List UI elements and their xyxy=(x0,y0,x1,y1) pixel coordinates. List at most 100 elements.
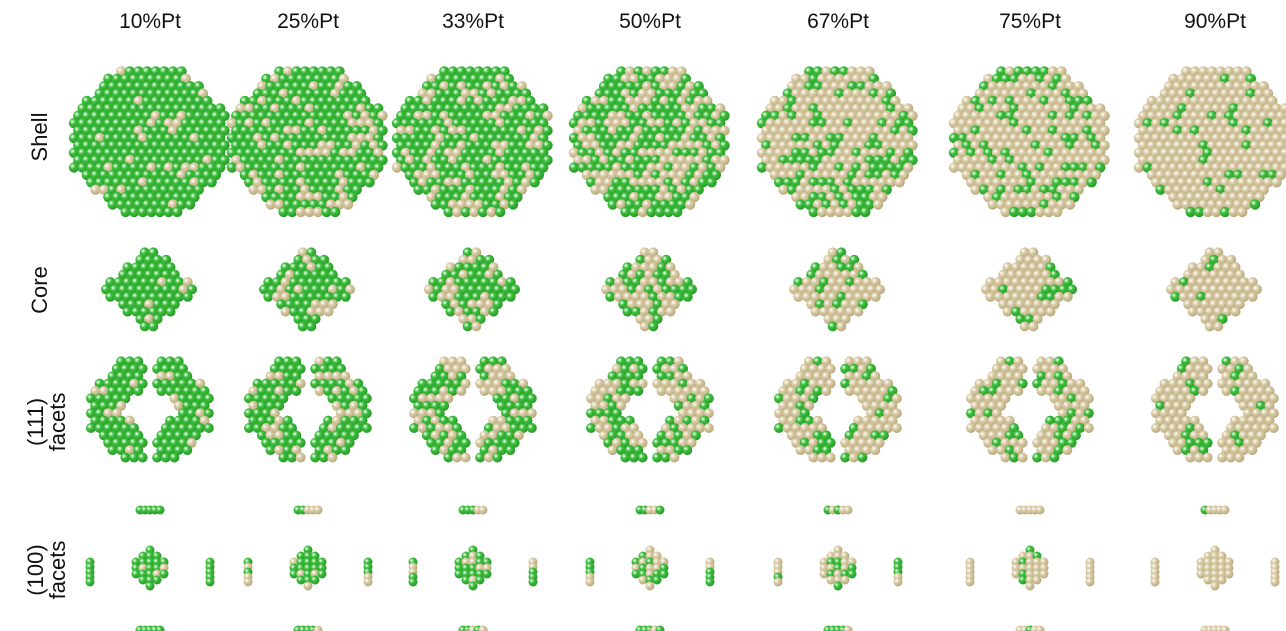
atom xyxy=(1251,378,1262,389)
atom xyxy=(344,393,355,404)
atom xyxy=(669,393,680,404)
atom xyxy=(665,386,676,396)
atom xyxy=(107,386,118,396)
atom xyxy=(287,206,298,218)
atom xyxy=(1019,291,1030,302)
atom xyxy=(1202,363,1213,374)
atom xyxy=(1181,356,1192,367)
atom xyxy=(113,277,124,287)
atom xyxy=(363,577,373,587)
atom xyxy=(1187,306,1198,317)
atom xyxy=(1013,371,1024,382)
atom xyxy=(836,277,847,287)
atom xyxy=(256,400,267,411)
atom xyxy=(344,423,355,433)
atom xyxy=(460,206,471,218)
atom xyxy=(460,363,471,374)
atom xyxy=(682,386,693,396)
atom xyxy=(1172,445,1183,456)
atom xyxy=(616,371,627,382)
atom xyxy=(332,291,343,302)
atom xyxy=(1230,356,1241,367)
atom xyxy=(635,254,646,265)
atom xyxy=(173,371,184,382)
atom xyxy=(862,291,873,302)
atom xyxy=(684,199,696,210)
atom xyxy=(844,386,855,396)
atom xyxy=(426,378,437,389)
atom xyxy=(1032,378,1043,389)
atom xyxy=(243,577,253,587)
atom xyxy=(812,386,823,396)
atom xyxy=(137,206,148,218)
atom xyxy=(190,430,201,441)
atom xyxy=(669,423,680,433)
atom xyxy=(1011,306,1022,317)
atom xyxy=(974,393,985,404)
atom xyxy=(1221,306,1232,317)
atom xyxy=(652,299,663,310)
atom xyxy=(594,408,605,419)
atom xyxy=(1170,291,1181,302)
atom xyxy=(1002,291,1013,302)
atom xyxy=(1000,437,1011,448)
atom xyxy=(862,277,873,287)
atom xyxy=(509,437,520,448)
facets111-particle xyxy=(586,356,714,463)
atom xyxy=(449,269,460,280)
atom xyxy=(295,378,306,389)
atom xyxy=(874,378,885,389)
atom xyxy=(131,277,142,287)
atom xyxy=(145,581,155,591)
atom xyxy=(791,437,802,448)
atom xyxy=(840,269,851,280)
atom xyxy=(1166,284,1176,295)
atom xyxy=(966,393,976,404)
atom xyxy=(629,437,639,448)
atom xyxy=(116,371,127,382)
atom xyxy=(1024,269,1034,280)
atom xyxy=(1217,284,1228,295)
atom xyxy=(789,284,799,295)
atom xyxy=(244,408,254,419)
atom xyxy=(594,393,605,404)
atom xyxy=(1217,363,1228,374)
atom xyxy=(849,254,860,265)
atom xyxy=(1066,378,1077,389)
atom xyxy=(821,356,832,367)
atom xyxy=(827,291,838,302)
atom xyxy=(1198,445,1209,456)
atom xyxy=(430,445,441,456)
atom xyxy=(1017,206,1028,218)
atom xyxy=(413,415,424,426)
atom xyxy=(327,378,338,389)
atom xyxy=(313,505,323,515)
atom xyxy=(607,400,618,411)
shell-particle xyxy=(568,66,730,218)
atom xyxy=(492,452,503,463)
atom xyxy=(518,393,529,404)
atom xyxy=(1151,393,1161,404)
atom xyxy=(848,423,859,433)
atom xyxy=(639,306,650,317)
atom xyxy=(146,206,157,218)
atom xyxy=(1062,445,1073,456)
atom xyxy=(124,386,135,396)
atom xyxy=(160,378,171,389)
atom xyxy=(124,445,135,456)
atom xyxy=(782,378,793,389)
atom xyxy=(808,423,819,433)
atom xyxy=(1213,247,1224,258)
atom xyxy=(1183,299,1194,310)
atom xyxy=(1015,254,1026,265)
atom xyxy=(434,378,445,389)
atom xyxy=(1034,206,1046,218)
atom xyxy=(678,393,688,404)
atom xyxy=(1036,356,1047,367)
atom xyxy=(857,437,868,448)
atom xyxy=(644,314,654,324)
atom xyxy=(496,430,507,441)
atom xyxy=(120,206,131,218)
atom xyxy=(1015,269,1026,280)
atom xyxy=(983,393,994,404)
